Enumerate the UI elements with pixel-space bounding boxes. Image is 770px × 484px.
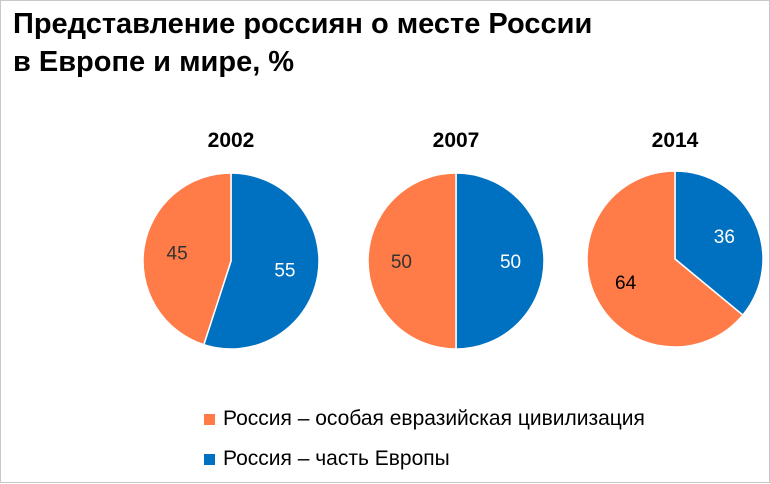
pie-2007: 2007 50 50	[367, 129, 545, 350]
pie-slice-europe-2007	[455, 172, 545, 350]
legend-label-eurasian: Россия – особая евразийская цивилизация	[223, 407, 645, 430]
pie-2002: 2002 55 45	[142, 129, 320, 350]
legend: Россия – особая евразийская цивилизация …	[204, 399, 645, 479]
legend-label-europe: Россия – часть Европы	[223, 447, 450, 470]
pie-slice-europe-2014	[674, 170, 764, 317]
data-label-eurasian-2014: 64	[615, 273, 637, 294]
pie-slice-eurasian-2007	[367, 172, 457, 350]
pie-2014: 2014 36 64	[586, 129, 764, 348]
chart-title-line-2: в Европе и мире, %	[13, 46, 295, 78]
data-label-europe-2002: 55	[274, 261, 295, 282]
legend-item-europe: Россия – часть Европы	[204, 439, 645, 479]
data-label-europe-2014: 36	[714, 227, 735, 248]
pie-title-2014: 2014	[652, 129, 699, 152]
data-label-eurasian-2002: 45	[167, 243, 188, 264]
legend-swatch-eurasian	[204, 413, 215, 425]
pie-title-2007: 2007	[433, 129, 480, 152]
pie-slice-europe-2002	[202, 172, 320, 350]
pie-slice-eurasian-2014	[586, 170, 744, 348]
pie-slice-eurasian-2002	[142, 172, 232, 346]
legend-swatch-europe	[204, 453, 215, 465]
legend-item-eurasian: Россия – особая евразийская цивилизация	[204, 399, 645, 439]
chart-title-line-1: Представление россиян о месте России	[13, 8, 593, 40]
pie-title-2002: 2002	[208, 129, 255, 152]
data-label-eurasian-2007: 50	[391, 252, 412, 273]
data-label-europe-2007: 50	[500, 252, 521, 273]
chart-title: Представление россиян о месте России в Е…	[13, 5, 592, 81]
